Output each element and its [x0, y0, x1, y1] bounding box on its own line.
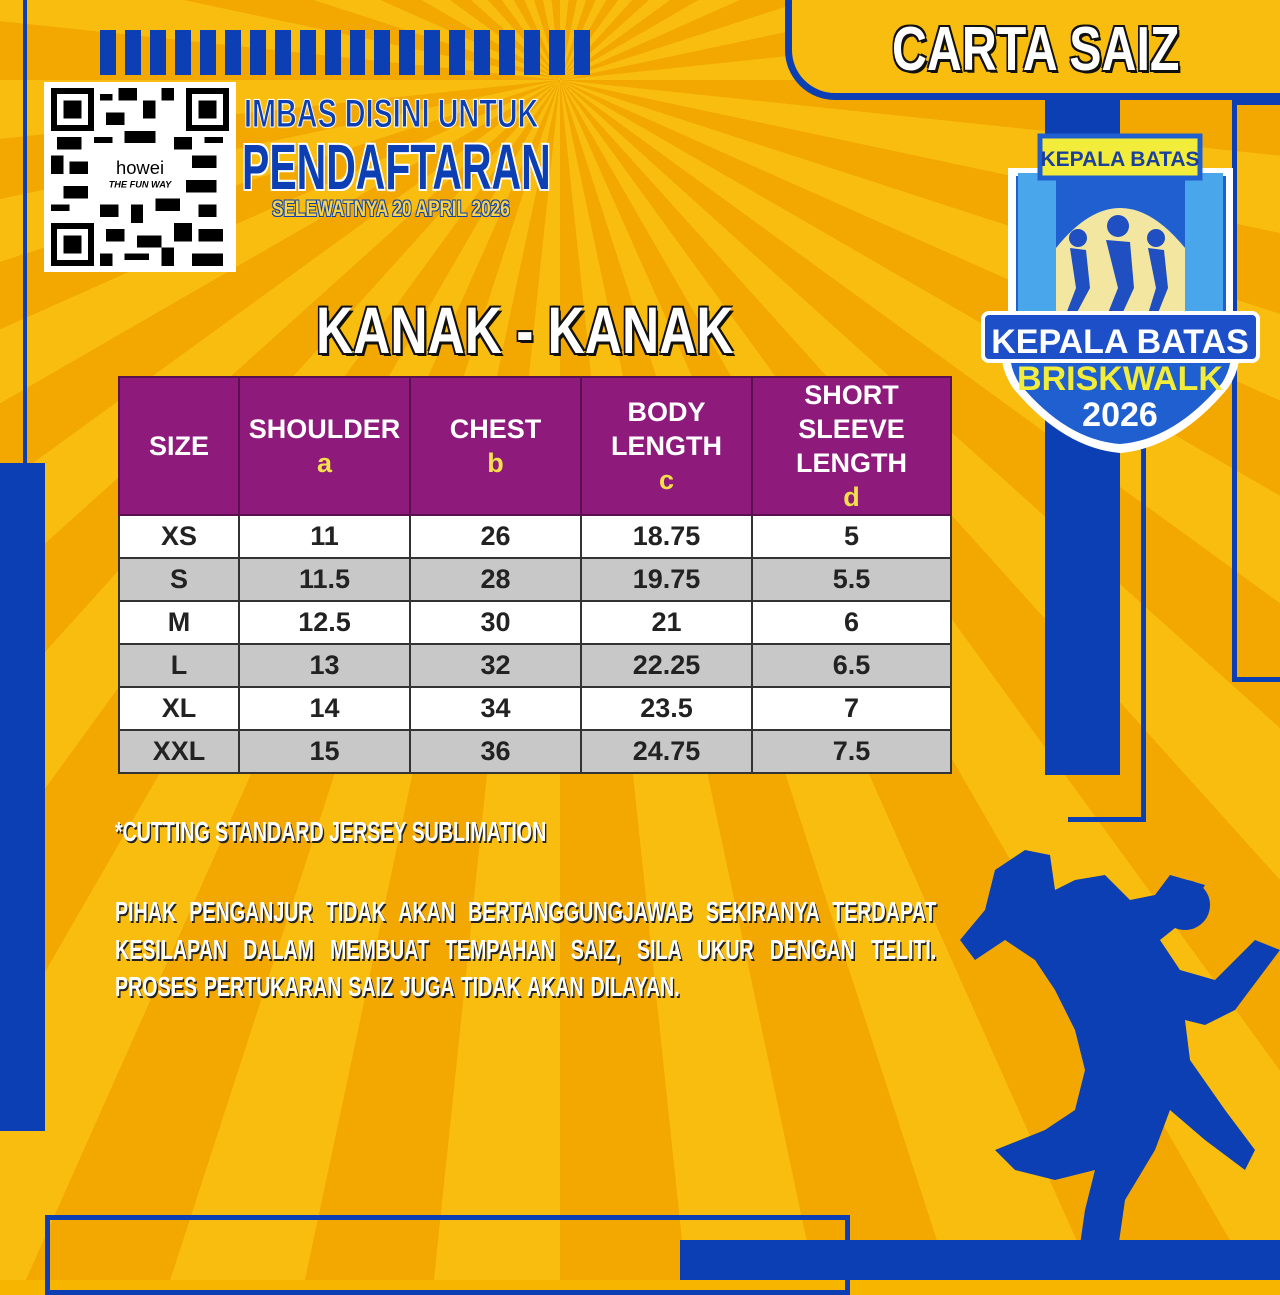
logo-line2: BRISKWALK [1017, 360, 1223, 398]
cell-sleeve-length: 5.5 [751, 557, 952, 602]
registration-qr-code[interactable]: howei THE FUN WAY [44, 82, 236, 272]
header-body-length: BODY LENGTH c [580, 376, 753, 516]
cell-size: XXL [118, 729, 240, 774]
cell-body-length: 19.75 [580, 557, 753, 602]
logo-line1: KEPALA BATAS [991, 323, 1249, 361]
cell-shoulder: 12.5 [238, 600, 411, 645]
registration-deadline: SELEWATNYA 20 APRIL 2026 [272, 196, 510, 221]
cell-chest: 34 [409, 686, 582, 731]
cell-shoulder: 13 [238, 643, 411, 688]
cell-body-length: 23.5 [580, 686, 753, 731]
cell-shoulder: 11.5 [238, 557, 411, 602]
cell-chest: 36 [409, 729, 582, 774]
header-sleeve-length: SHORT SLEEVE LENGTH d [751, 376, 952, 516]
scan-instruction: IMBAS DISINI UNTUK [244, 92, 539, 137]
table-row: XL 14 34 23.5 7 [118, 686, 952, 731]
logo-sign: KEPALA BATAS [1040, 148, 1199, 171]
cell-sleeve-length: 6 [751, 600, 952, 645]
title-tab [785, 0, 1280, 100]
bottom-blue-bar [680, 1240, 1280, 1280]
page-title: CARTA SAIZ [892, 15, 1180, 84]
table-row: L 13 32 22.25 6.5 [118, 643, 952, 688]
cell-size: XL [118, 686, 240, 731]
runners-icon [1066, 215, 1168, 323]
cell-shoulder: 11 [238, 514, 411, 559]
runner-silhouette-icon [960, 850, 1280, 1280]
header-chest: CHEST b [409, 376, 582, 516]
cell-shoulder: 15 [238, 729, 411, 774]
qr-code-icon: howei THE FUN WAY [51, 88, 229, 266]
cell-chest: 32 [409, 643, 582, 688]
cell-chest: 30 [409, 600, 582, 645]
cell-size: M [118, 600, 240, 645]
cell-sleeve-length: 7.5 [751, 729, 952, 774]
cutting-note: *CUTTING STANDARD JERSEY SUBLIMATION [115, 816, 547, 847]
cell-body-length: 24.75 [580, 729, 753, 774]
left-blue-bar [0, 463, 45, 1131]
table-row: XS 11 26 18.75 5 [118, 514, 952, 559]
table-header-row: SIZE SHOULDER a CHEST b BODY LENGTH c SHORT… [118, 376, 952, 516]
registration-heading: PENDAFTARAN [242, 131, 551, 203]
cell-shoulder: 14 [238, 686, 411, 731]
disclaimer: PIHAK PENGANJUR TIDAK AKAN BERTANGGUNGJA… [115, 896, 937, 1002]
logo-line3: 2026 [1082, 396, 1158, 434]
left-thin-line [23, 0, 27, 470]
right-outline-box [1068, 400, 1146, 822]
cell-size: XS [118, 514, 240, 559]
cell-chest: 28 [409, 557, 582, 602]
cell-body-length: 18.75 [580, 514, 753, 559]
size-chart-table: SIZE SHOULDER a CHEST b BODY LENGTH c SHORT… [118, 376, 952, 774]
cell-size: L [118, 643, 240, 688]
cell-sleeve-length: 6.5 [751, 643, 952, 688]
briskwalk-logo: KEPALA BATAS KEPALA BATAS BRISKWALK 2026 [981, 133, 1260, 453]
table-row: S 11.5 28 19.75 5.5 [118, 557, 952, 602]
qr-tagline: THE FUN WAY [109, 179, 172, 189]
table-row: XXL 15 36 24.75 7.5 [118, 729, 952, 774]
qr-brand: howei [116, 157, 164, 178]
cell-size: S [118, 557, 240, 602]
section-title: KANAK - KANAK [316, 293, 734, 367]
right-edge-outline [1232, 100, 1280, 682]
header-shoulder: SHOULDER a [238, 376, 411, 516]
top-stripes [100, 30, 591, 75]
cell-sleeve-length: 7 [751, 686, 952, 731]
cell-body-length: 21 [580, 600, 753, 645]
cell-sleeve-length: 5 [751, 514, 952, 559]
cell-body-length: 22.25 [580, 643, 753, 688]
header-size: SIZE [118, 376, 240, 516]
table-row: M 12.5 30 21 6 [118, 600, 952, 645]
cell-chest: 26 [409, 514, 582, 559]
